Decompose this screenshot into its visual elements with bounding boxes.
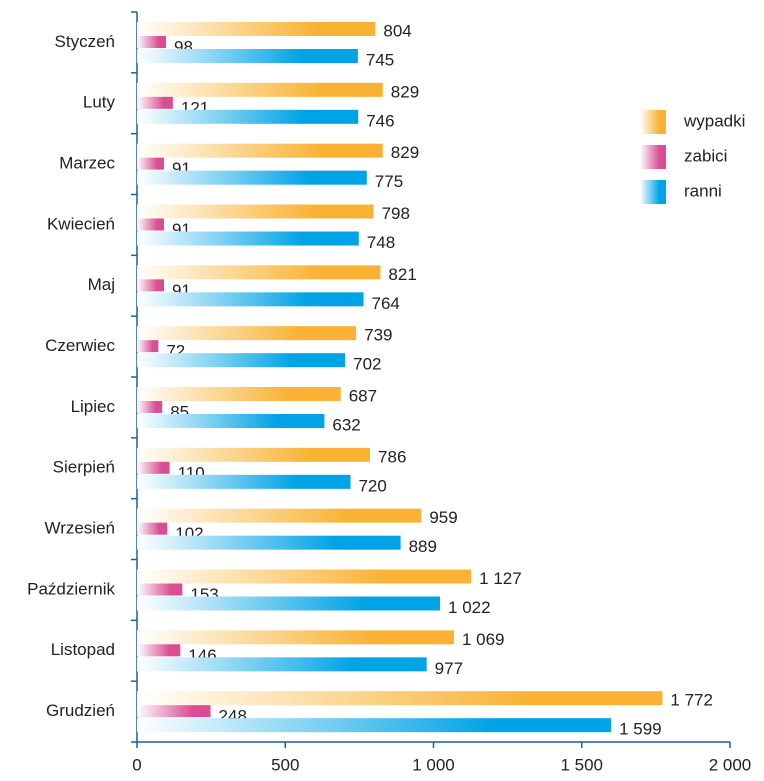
bar <box>137 157 164 170</box>
bar <box>137 231 359 246</box>
category-label: Marzec <box>59 154 115 173</box>
bar <box>137 596 441 611</box>
category-label: Maj <box>88 275 115 294</box>
category-label: Wrzesień <box>44 519 115 538</box>
bar <box>137 387 341 401</box>
legend-swatch <box>640 145 666 169</box>
value-label: 687 <box>349 386 377 405</box>
value-label: 829 <box>391 82 419 101</box>
bar <box>137 265 381 280</box>
bar <box>137 474 351 489</box>
value-label: 775 <box>375 172 403 191</box>
bar <box>137 109 359 124</box>
bar <box>137 340 159 353</box>
bar <box>137 535 401 550</box>
category-label: Czerwiec <box>45 336 115 355</box>
bar <box>137 630 454 645</box>
bar <box>137 569 472 584</box>
bar <box>137 279 164 292</box>
bar <box>137 353 346 368</box>
x-tick-label: 1 500 <box>560 755 603 774</box>
bar <box>137 170 367 185</box>
bar <box>137 36 167 48</box>
bar <box>137 583 183 596</box>
bar <box>137 447 371 462</box>
value-label: 720 <box>358 476 386 495</box>
bar <box>137 691 663 706</box>
bar <box>137 49 358 63</box>
bar <box>137 143 383 158</box>
x-tick-label: 500 <box>271 755 299 774</box>
bar <box>137 718 612 733</box>
bar <box>137 508 422 523</box>
value-label: 764 <box>372 294 400 313</box>
value-label: 959 <box>429 508 457 527</box>
bar <box>137 705 211 718</box>
category-label: Luty <box>83 93 116 112</box>
value-label: 739 <box>364 326 392 345</box>
value-label: 702 <box>353 355 381 374</box>
value-label: 821 <box>388 265 416 284</box>
category-label: Październik <box>27 579 115 598</box>
bar <box>137 326 357 341</box>
bar <box>137 204 374 219</box>
value-label: 798 <box>382 204 410 223</box>
value-label: 1 127 <box>479 569 522 588</box>
bar <box>137 657 427 672</box>
bar <box>137 292 364 307</box>
bar <box>137 401 163 413</box>
legend-label: ranni <box>684 181 722 200</box>
value-label: 1 022 <box>448 598 491 617</box>
bar <box>137 414 325 428</box>
value-label: 745 <box>366 50 394 69</box>
category-label: Listopad <box>51 640 115 659</box>
category-label: Kwiecień <box>47 214 115 233</box>
legend-label: wypadki <box>683 111 745 130</box>
category-label: Grudzień <box>46 701 115 720</box>
value-label: 786 <box>378 447 406 466</box>
x-tick-label: 0 <box>132 755 141 774</box>
value-label: 804 <box>383 21 411 40</box>
legend-swatch <box>640 110 666 134</box>
value-label: 1 772 <box>670 691 713 710</box>
bar <box>137 461 170 474</box>
legend-swatch <box>640 180 666 204</box>
bar <box>137 22 376 36</box>
category-label: Sierpień <box>53 458 115 477</box>
value-label: 829 <box>391 143 419 162</box>
bar <box>137 522 168 535</box>
value-label: 632 <box>332 415 360 434</box>
x-tick-label: 2 000 <box>709 755 752 774</box>
bar <box>137 96 173 109</box>
category-label: Lipiec <box>71 397 116 416</box>
legend-label: zabici <box>684 146 727 165</box>
x-tick-label: 1 000 <box>412 755 455 774</box>
value-label: 748 <box>367 233 395 252</box>
bar <box>137 218 164 231</box>
value-label: 1 069 <box>462 630 505 649</box>
bar <box>137 82 383 97</box>
value-label: 889 <box>409 537 437 556</box>
category-label: Styczeń <box>55 32 115 51</box>
bar <box>137 644 181 657</box>
value-label: 746 <box>366 111 394 130</box>
value-label: 1 599 <box>619 720 662 739</box>
value-label: 977 <box>435 659 463 678</box>
